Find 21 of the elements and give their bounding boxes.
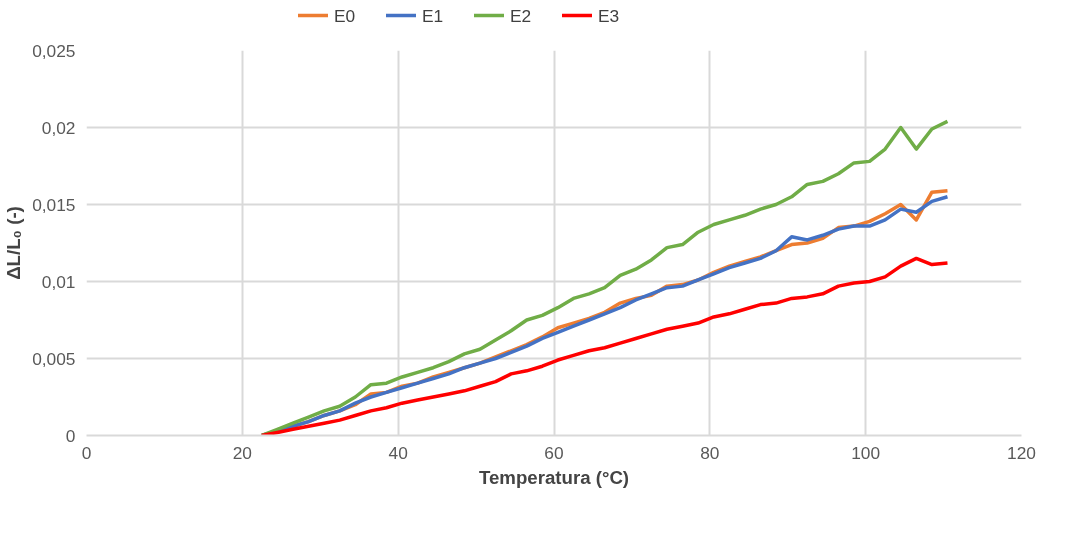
legend-label: E0	[334, 5, 356, 26]
x-tick-label: 120	[1007, 442, 1036, 463]
x-tick-label: 60	[544, 442, 564, 463]
y-axis-title: ΔL/L₀ (-)	[3, 206, 25, 280]
line-series	[260, 256, 950, 436]
x-tick-label: 0	[81, 442, 92, 463]
x-tick-label: 100	[851, 442, 881, 463]
legend-label: E3	[598, 5, 620, 26]
legend-label: E1	[422, 5, 444, 26]
y-tick-label: 0,005	[32, 348, 76, 369]
x-tick-label: 20	[232, 442, 252, 463]
y-tick-label: 0,025	[32, 40, 76, 61]
y-tick-label: 0	[65, 425, 76, 446]
x-tick-label: 40	[388, 442, 408, 463]
line-series	[260, 119, 950, 436]
y-tick-label: 0,015	[32, 194, 76, 215]
legend-label: E2	[510, 5, 532, 26]
y-tick-label: 0,01	[41, 271, 76, 292]
x-tick-label: 80	[700, 442, 720, 463]
x-axis-title: Temperatura (°C)	[478, 466, 630, 488]
y-tick-label: 0,02	[41, 117, 76, 138]
